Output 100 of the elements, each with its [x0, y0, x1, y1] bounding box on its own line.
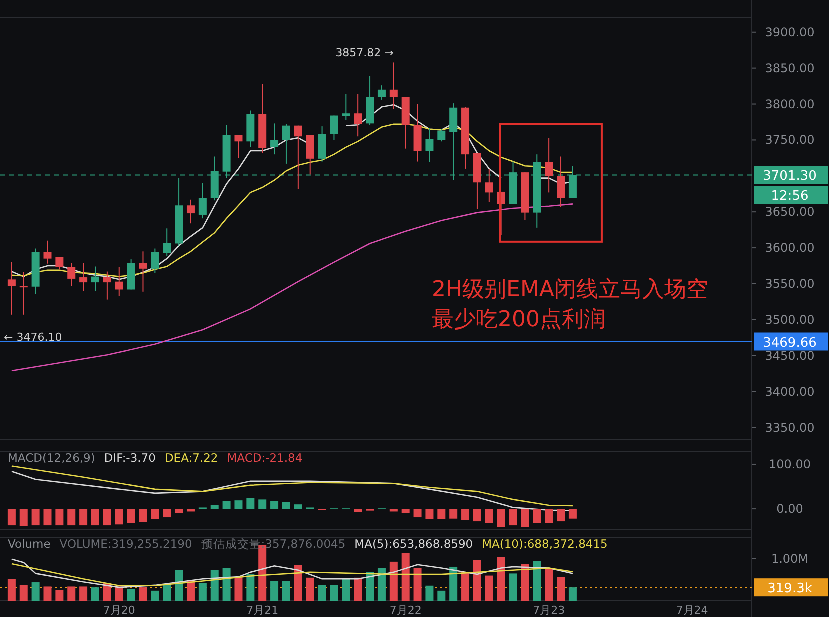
candlestick: [282, 124, 290, 164]
bar: [222, 568, 231, 601]
candlestick: [186, 199, 195, 224]
candlestick: [68, 262, 76, 287]
bar: [234, 500, 243, 510]
bar: [473, 560, 482, 601]
bar: [175, 509, 184, 514]
candlestick: [330, 115, 338, 141]
bar: [115, 586, 124, 601]
bar: [210, 570, 219, 601]
bar: [44, 586, 52, 601]
bar: [568, 509, 577, 519]
bar: [246, 574, 255, 601]
candlestick: [139, 251, 148, 292]
bar: [186, 509, 195, 512]
x-tick-label: 7月23: [533, 604, 566, 617]
bar: [557, 577, 566, 601]
bar: [462, 509, 470, 520]
series-label: DIF:-3.70: [104, 451, 156, 465]
bar: [151, 590, 160, 601]
bar: [450, 509, 458, 519]
annotation: 预估成交量:357,876.0045: [201, 537, 346, 551]
candlestick: [270, 123, 279, 156]
ref-line-label: 3469.66: [763, 336, 817, 351]
text: DEA:7.22: [164, 451, 218, 465]
candlestick: [545, 138, 554, 194]
bar: [258, 500, 267, 510]
bar: [210, 505, 219, 510]
y-tick-label: 3400.00: [765, 384, 815, 399]
bar: [282, 581, 290, 601]
y-tick-label: 3850.00: [765, 61, 815, 76]
bar: [545, 568, 554, 601]
bar: [198, 583, 207, 601]
candlestick: [20, 272, 28, 316]
bar: [20, 509, 28, 526]
candlestick: [91, 266, 100, 292]
x-tick-label: 7月24: [676, 604, 708, 617]
bar: [8, 509, 16, 526]
candlestick: [80, 262, 88, 292]
bar: [485, 509, 494, 524]
candlestick: [557, 156, 566, 208]
annotation: 最少吃200点利润: [432, 308, 606, 333]
series-label: MA(5):653,868.8590: [354, 537, 474, 551]
y-tick-label: 3600.00: [765, 241, 815, 256]
y-tick-label: 3900.00: [765, 25, 815, 40]
y-tick-label: 0.00: [776, 502, 804, 516]
bar: [509, 509, 518, 526]
bar: [294, 504, 302, 510]
ref-line-label: 319.3k: [768, 582, 813, 597]
bar: [103, 509, 112, 526]
chart-title: Volume: [8, 537, 51, 551]
bar: [378, 568, 386, 601]
bar: [426, 586, 434, 601]
bar: [509, 574, 518, 601]
bar: [80, 586, 88, 601]
bar: [426, 509, 434, 520]
bar: [163, 509, 172, 518]
annotation: ← 3476.10: [4, 331, 62, 344]
bar: [234, 577, 243, 601]
y-tick-label: 3350.00: [765, 420, 815, 435]
bar: [497, 557, 506, 601]
bar: [485, 576, 494, 601]
bar: [462, 572, 470, 601]
candlestick: [438, 128, 446, 142]
bar: [450, 566, 458, 601]
bar: [139, 588, 148, 601]
y-tick-label: 3650.00: [765, 205, 815, 220]
bar: [521, 509, 530, 528]
bar: [44, 509, 52, 526]
bar: [282, 502, 290, 510]
y-tick-label: 3450.00: [765, 348, 815, 363]
bar: [163, 584, 172, 601]
bar: [8, 579, 16, 601]
bar: [557, 509, 566, 522]
candlestick: [306, 134, 314, 176]
y-tick-label: 3550.00: [765, 276, 815, 291]
bar: [354, 509, 362, 512]
bar: [222, 501, 231, 510]
candlestick: [56, 256, 64, 270]
bar: [438, 590, 446, 601]
bar: [32, 509, 40, 526]
bar: [270, 581, 279, 601]
candlestick: [426, 127, 434, 163]
bar: [32, 582, 40, 601]
candlestick: [485, 168, 494, 203]
bar: [342, 579, 350, 601]
candlestick: [390, 62, 398, 110]
x-tick-label: 7月21: [246, 604, 279, 617]
y-tick-label: 3750.00: [765, 133, 815, 148]
bar: [20, 585, 28, 601]
annotation: VOLUME:319,255.2190: [60, 537, 192, 551]
y-tick-label: 1.00M: [771, 552, 809, 566]
bar: [497, 509, 506, 528]
bar: [521, 564, 530, 601]
candlestick: [8, 262, 16, 316]
bar: [390, 562, 398, 601]
bar: [139, 509, 148, 522]
bar: [330, 585, 338, 601]
bar: [402, 509, 410, 514]
bar: [91, 588, 100, 601]
